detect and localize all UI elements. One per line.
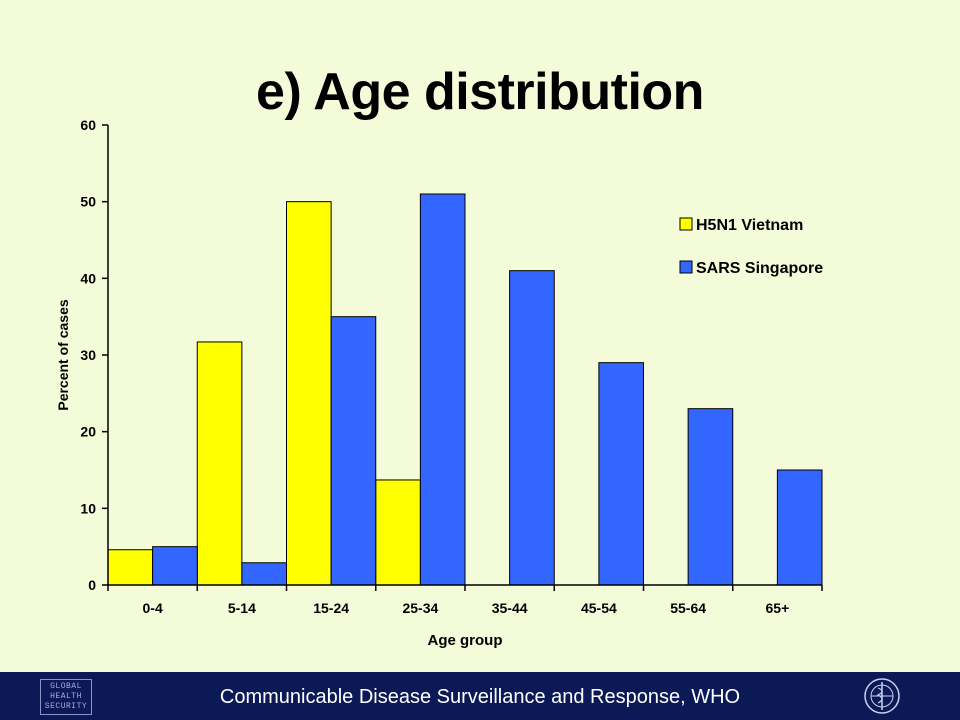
x-tick-label: 25-34	[402, 600, 438, 616]
legend-swatch	[679, 260, 693, 274]
legend-swatch	[679, 217, 693, 231]
bar	[286, 201, 332, 586]
y-tick-label: 40	[80, 270, 96, 286]
footer-text: Communicable Disease Surveillance and Re…	[219, 686, 741, 708]
y-tick-label: 60	[80, 117, 96, 133]
y-tick-label: 0	[88, 577, 96, 593]
bar	[107, 549, 154, 586]
bar	[196, 341, 243, 586]
y-tick-label: 10	[80, 500, 96, 516]
y-tick-label: 50	[80, 194, 96, 210]
bar	[241, 562, 287, 586]
y-tick-label: 20	[80, 424, 96, 440]
legend-label: SARS Singapore	[696, 260, 823, 277]
slide-title: e) Age distribution	[256, 63, 704, 121]
footer-bar	[0, 672, 960, 720]
x-axis-label: Age group	[428, 632, 503, 649]
logo-line: GLOBAL	[50, 682, 82, 691]
bar	[687, 408, 734, 586]
x-tick-label: 45-54	[581, 600, 617, 616]
bar	[375, 479, 421, 586]
y-axis-label: Percent of cases	[55, 299, 71, 410]
bar	[509, 270, 555, 586]
x-tick-label: 15-24	[313, 600, 349, 616]
bar	[598, 362, 644, 586]
bar	[152, 546, 198, 586]
bar	[330, 316, 377, 586]
x-tick-label: 35-44	[492, 600, 528, 616]
x-tick-label: 65+	[766, 600, 790, 616]
x-tick-label: 0-4	[143, 600, 163, 616]
bar	[419, 193, 466, 586]
logo-line: SECURITY	[44, 702, 88, 711]
x-tick-label: 5-14	[228, 600, 256, 616]
global-health-security-logo: GLOBAL HEALTH SECURITY	[40, 679, 92, 715]
bar	[776, 469, 823, 586]
legend-label: H5N1 Vietnam	[696, 217, 803, 234]
logo-line: HEALTH	[50, 692, 82, 701]
x-tick-label: 55-64	[670, 600, 706, 616]
age-distribution-chart: 0 10 20 30 40 50 60 0-4 5-14 15-24 25-34 35-44 45-54…	[55, 117, 823, 649]
who-emblem-icon	[864, 678, 900, 714]
y-tick-label: 30	[80, 347, 96, 363]
